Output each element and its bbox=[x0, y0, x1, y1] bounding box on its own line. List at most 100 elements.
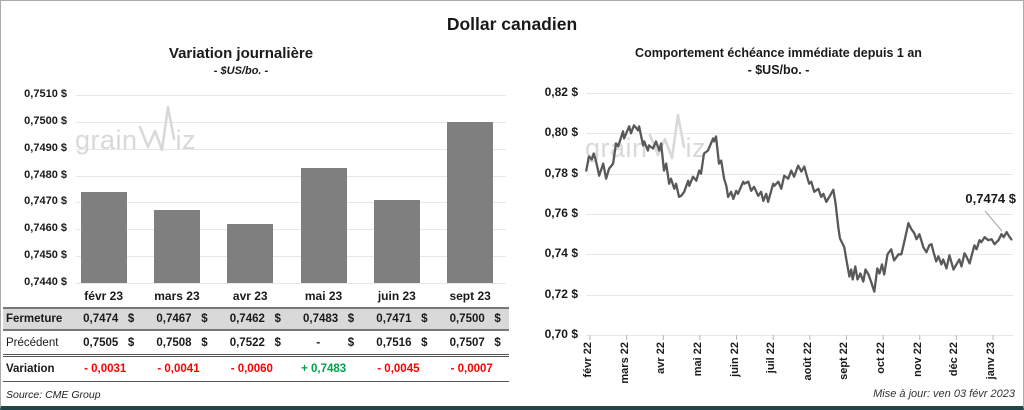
bar-y-axis-label: 0,7450 $ bbox=[24, 249, 67, 262]
bar-y-axis-label: 0,7440 $ bbox=[24, 276, 67, 288]
line-chart-subtitle: - $US/bo. - bbox=[747, 63, 810, 77]
variation-value: - 0,0041 bbox=[157, 363, 200, 375]
close-value: 0,7462 $ bbox=[229, 313, 281, 325]
prev-value: 0,7505 $ bbox=[83, 336, 135, 349]
bar-févr 23 bbox=[80, 191, 127, 283]
source-note: Source: CME Group bbox=[6, 389, 101, 401]
row-label: Variation bbox=[6, 363, 55, 375]
line-y-axis-label: 0,72 $ bbox=[544, 286, 578, 301]
watermark-text: iz bbox=[175, 125, 197, 155]
bar-y-axis-label: 0,7500 $ bbox=[24, 114, 67, 127]
price-table: févr 23 mars 23 avr 23 mai 23 juin 23 sept 23… bbox=[3, 285, 509, 382]
line-x-axis-label: avr 22 bbox=[655, 342, 668, 374]
watermark-text: grain bbox=[75, 125, 138, 155]
month-header: févr 23 bbox=[84, 289, 123, 303]
page-title: Dollar canadien bbox=[446, 14, 578, 34]
currency-sign: $ bbox=[421, 336, 428, 349]
row-label: Précédent bbox=[6, 336, 59, 349]
currency-sign: $ bbox=[127, 313, 135, 325]
month-header: juin 23 bbox=[377, 289, 416, 303]
line-y-axis-label: 0,70 $ bbox=[544, 327, 578, 341]
bar-avr 23 bbox=[227, 223, 274, 283]
bar-chart-subtitle: - $US/bo. - bbox=[213, 65, 269, 77]
line-x-axis-label: sept 22 bbox=[838, 342, 851, 380]
variation-value: - 0,0007 bbox=[450, 363, 493, 375]
currency-sign: $ bbox=[274, 336, 281, 349]
currency-sign: $ bbox=[201, 313, 208, 325]
close-value: 0,7474 $ bbox=[83, 313, 135, 325]
bar-y-axis-label: 0,7510 $ bbox=[24, 88, 67, 100]
grainwiz-watermark: grain iz bbox=[585, 113, 707, 163]
close-value: 0,7500 $ bbox=[449, 313, 501, 325]
watermark-text: grain bbox=[585, 133, 648, 163]
prev-value: 0,7522 $ bbox=[229, 336, 281, 349]
bar-gridline bbox=[76, 229, 506, 231]
bar-gridline bbox=[76, 148, 506, 150]
watermark-zigzag-icon bbox=[648, 113, 685, 160]
line-gridline bbox=[586, 294, 1013, 296]
bar-y-axis-label: 0,7460 $ bbox=[24, 222, 67, 235]
last-value-label: 0,7474 $ bbox=[965, 191, 1016, 206]
bar-mai 23 bbox=[300, 167, 347, 283]
line-x-axis-label: oct 22 bbox=[875, 342, 888, 374]
bar-mars 23 bbox=[153, 210, 200, 283]
line-y-axis-label: 0,76 $ bbox=[544, 206, 578, 220]
close-value: 0,7483 $ bbox=[303, 313, 355, 325]
grainwiz-watermark: grain iz bbox=[75, 105, 197, 155]
month-header: mai 23 bbox=[304, 289, 343, 303]
currency-sign: $ bbox=[494, 313, 501, 325]
prev-value: 0,7508 $ bbox=[156, 336, 208, 349]
variation-value: - 0,0031 bbox=[84, 363, 127, 375]
bar-chart-title: Variation journalière bbox=[168, 45, 314, 62]
line-y-axis-label: 0,80 $ bbox=[544, 125, 578, 140]
line-gridline bbox=[586, 93, 1013, 94]
bar-y-axis-label: 0,7470 $ bbox=[24, 195, 67, 208]
currency-sign: $ bbox=[421, 313, 428, 325]
table-row-var: Variation - 0,0031 - 0,0041 - 0,0060 + 0,748… bbox=[3, 357, 509, 382]
month-header: mars 23 bbox=[154, 289, 200, 303]
prev-value: - $ bbox=[316, 336, 355, 349]
update-date-note: Mise à jour: ven 03 févr 2023 bbox=[873, 388, 1015, 400]
row-label: Fermeture bbox=[6, 313, 63, 325]
table-row-prev: Précédent 0,7505 $ 0,7508 $ 0,7522 $ - $ 0,7516 $ 0… bbox=[3, 331, 509, 357]
line-gridline bbox=[586, 214, 1013, 215]
line-x-axis-label: févr 22 bbox=[582, 342, 594, 378]
line-gridline bbox=[586, 335, 1013, 336]
bar-y-axis-label: 0,7480 $ bbox=[24, 168, 67, 181]
variation-value: + 0,7483 bbox=[301, 363, 347, 375]
bar-gridline bbox=[76, 256, 506, 258]
line-gridline bbox=[586, 173, 1013, 175]
currency-sign: $ bbox=[201, 336, 208, 349]
line-x-axis-label: mai 22 bbox=[691, 342, 704, 377]
line-y-axis-label: 0,78 $ bbox=[544, 165, 578, 180]
line-y-axis-label: 0,82 $ bbox=[544, 85, 578, 99]
close-value: 0,7467 $ bbox=[156, 313, 208, 325]
prev-value: 0,7507 $ bbox=[449, 336, 501, 349]
bar-sept 23 bbox=[447, 121, 494, 283]
currency-sign: $ bbox=[347, 313, 355, 325]
bar-gridline bbox=[76, 121, 506, 123]
currency-sign: $ bbox=[347, 336, 355, 349]
line-x-axis-label: janv 23 bbox=[985, 342, 998, 380]
line-x-axis-label: juin 22 bbox=[728, 342, 741, 377]
bar-gridline bbox=[76, 202, 506, 204]
bar-y-axis-label: 0,7490 $ bbox=[24, 141, 67, 154]
month-header: sept 23 bbox=[449, 289, 491, 303]
close-value: 0,7471 $ bbox=[376, 313, 428, 325]
watermark-text: iz bbox=[685, 133, 707, 163]
table-row-close: Fermeture 0,7474 $ 0,7467 $ 0,7462 $ 0,7483 $ 0,7… bbox=[3, 307, 509, 331]
table-header-row: févr 23 mars 23 avr 23 mai 23 juin 23 sept 23 bbox=[3, 285, 509, 307]
currency-sign: $ bbox=[494, 336, 501, 349]
variation-value: - 0,0045 bbox=[377, 363, 420, 375]
currency-sign: $ bbox=[274, 313, 281, 325]
line-x-axis-label: nov 22 bbox=[911, 342, 924, 377]
bar-juin 23 bbox=[373, 199, 420, 283]
line-gridline bbox=[586, 254, 1013, 256]
bar-gridline bbox=[76, 95, 506, 96]
month-header: avr 23 bbox=[232, 289, 268, 303]
line-x-axis-label: mars 22 bbox=[618, 342, 631, 384]
bar-gridline bbox=[76, 175, 506, 177]
prev-value: 0,7516 $ bbox=[376, 336, 428, 349]
line-x-axis-label: août 22 bbox=[801, 342, 814, 381]
